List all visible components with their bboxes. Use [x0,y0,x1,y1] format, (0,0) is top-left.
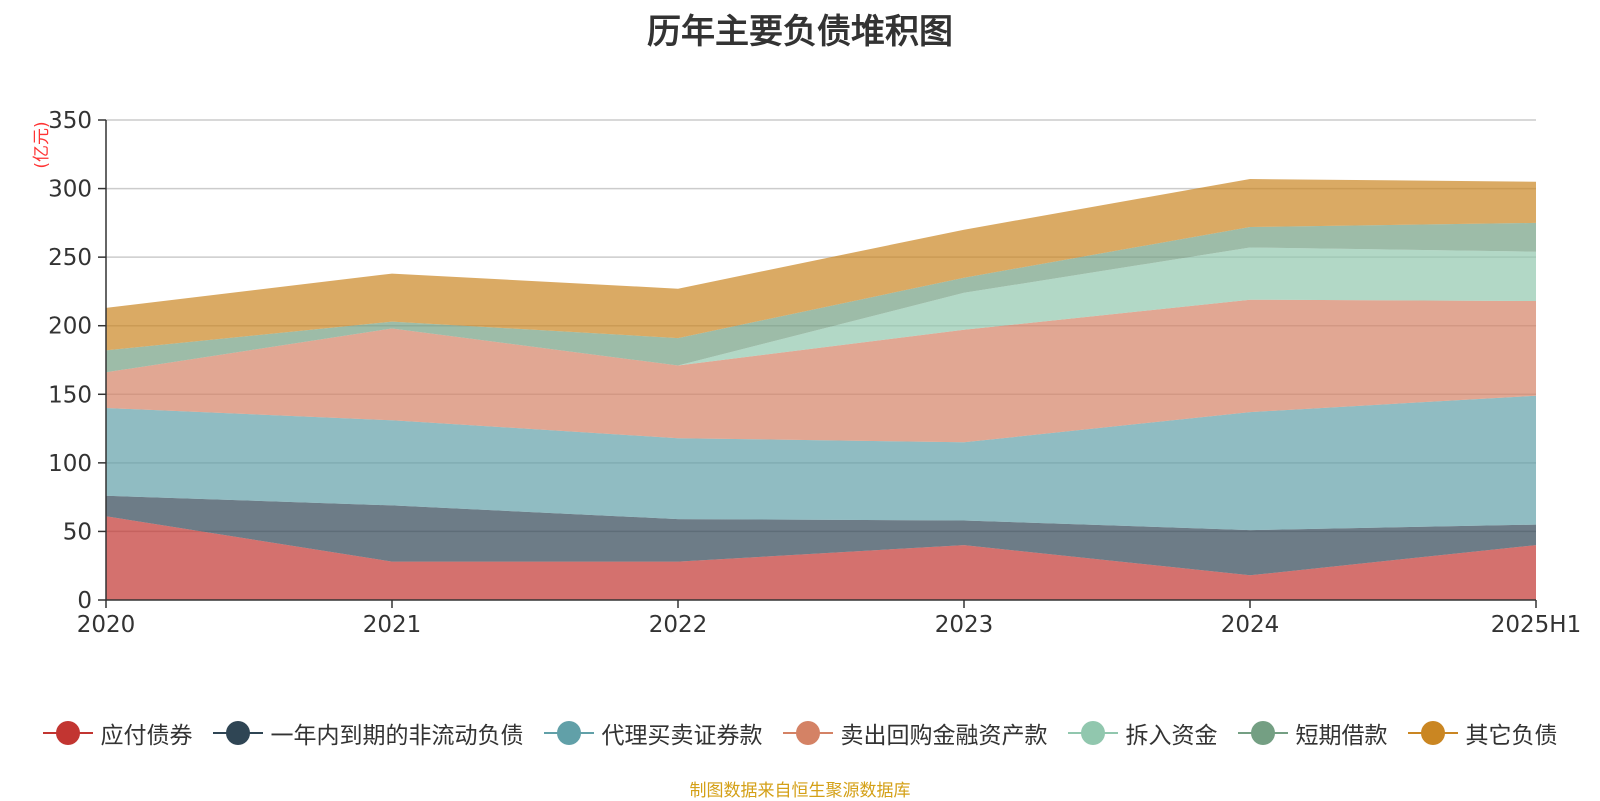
legend-marker-icon [1407,721,1458,745]
y-tick-label: 100 [48,451,92,477]
legend-label: 拆入资金 [1125,723,1218,749]
legend-marker-icon [212,721,263,745]
x-tick-label: 2022 [649,612,708,638]
stacked-area-chart: 0 50 100 150 200 250 300 350 2020 2021 2022 2023 202… [32,108,1581,638]
source-note: 制图数据来自恒生聚源数据库 [689,781,911,801]
area-series-6[interactable] [106,179,1536,351]
legend-marker-icon [543,721,594,745]
y-tick-label: 0 [77,588,92,614]
chart-title: 历年主要负债堆积图 [647,12,953,52]
legend-item[interactable]: 代理买卖证券款 [543,716,763,750]
legend-label: 其它负债 [1465,723,1558,749]
legend-item[interactable]: 应付债券 [42,716,193,750]
y-axis-unit-label: (亿元) [32,121,52,168]
legend-marker-icon [1067,721,1118,745]
area-series-2[interactable] [106,395,1536,531]
tick-labels: 0 50 100 150 200 250 300 350 2020 2021 2022 2023 202… [48,108,1581,638]
legend-label: 代理买卖证券款 [601,723,763,749]
legend-marker-icon [1237,721,1288,745]
y-tick-label: 350 [48,108,92,134]
legend: 应付债券 一年内到期的非流动负债 代理买卖证券款 卖出回购金融资产款 拆入资金 短期借款 其… [0,716,1600,750]
legend-label: 卖出回购金融资产款 [840,723,1048,749]
y-tick-label: 200 [48,314,92,340]
legend-marker-icon [42,721,93,745]
area-series-4[interactable] [106,247,1536,373]
legend-label: 短期借款 [1295,723,1388,749]
legend-item[interactable]: 卖出回购金融资产款 [782,716,1048,750]
y-tick-label: 150 [48,382,92,408]
x-tick-label: 2025H1 [1491,612,1581,638]
area-series-1[interactable] [106,495,1536,576]
y-tick-label: 300 [48,177,92,203]
area-series [106,179,1536,600]
area-series-3[interactable] [106,299,1536,443]
legend-item[interactable]: 一年内到期的非流动负债 [212,716,524,750]
legend-label: 一年内到期的非流动负债 [270,723,524,749]
y-tick-label: 250 [48,245,92,271]
legend-item[interactable]: 短期借款 [1237,716,1388,750]
legend-label: 应付债券 [100,723,193,749]
legend-item[interactable]: 其它负债 [1407,716,1558,750]
y-tick-label: 50 [63,519,92,545]
axes [98,119,1537,608]
legend-item[interactable]: 拆入资金 [1067,716,1218,750]
x-tick-label: 2024 [1221,612,1280,638]
legend-marker-icon [782,721,833,745]
x-tick-label: 2023 [935,612,994,638]
area-series-0[interactable] [106,516,1536,600]
x-tick-label: 2020 [77,612,136,638]
area-series-5[interactable] [106,222,1536,373]
x-tick-label: 2021 [363,612,422,638]
